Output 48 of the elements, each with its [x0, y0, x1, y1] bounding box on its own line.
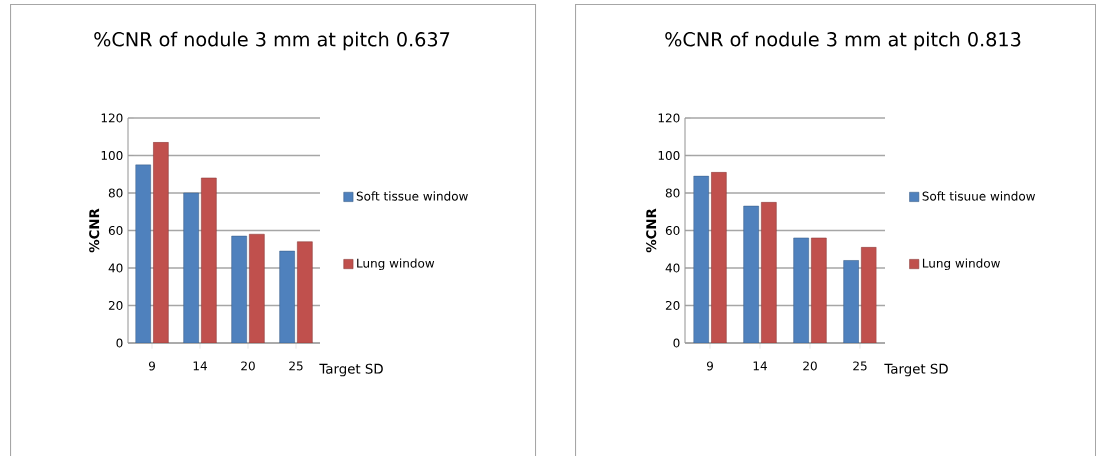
bar	[297, 241, 313, 343]
y-tick-label: 60	[665, 225, 680, 236]
bar	[249, 233, 265, 343]
bar	[711, 172, 727, 343]
y-tick-label: 0	[116, 338, 123, 348]
x-tick-label: 25	[853, 361, 867, 371]
x-axis-title: Target SD	[319, 363, 383, 377]
y-tick-label: 60	[108, 225, 123, 236]
legend-label: Soft tisuue window	[922, 191, 1036, 201]
bar	[693, 175, 709, 343]
bar	[231, 235, 247, 343]
x-tick-label: 25	[289, 361, 303, 371]
y-tick-label: 40	[665, 263, 680, 273]
bar	[183, 192, 199, 343]
legend-label: Lung window	[922, 258, 1000, 271]
y-tick-label: 0	[673, 338, 680, 348]
y-tick-label: 120	[101, 113, 123, 123]
chart-title: %CNR of nodule 3 mm at pitch 0.813	[665, 31, 1021, 51]
bar	[843, 260, 859, 343]
y-tick-label: 40	[108, 263, 123, 273]
y-axis-title: %CNR	[646, 208, 657, 253]
x-tick-label: 20	[241, 361, 255, 371]
bar	[811, 237, 827, 343]
y-tick-label: 20	[665, 300, 680, 311]
y-axis-title: %CNR	[89, 208, 100, 253]
legend-label: Lung window	[357, 258, 435, 271]
bar	[761, 202, 777, 343]
x-tick-label: 20	[803, 361, 817, 371]
bar	[743, 205, 759, 343]
chart-title: %CNR of nodule 3 mm at pitch 0.637	[94, 31, 450, 51]
x-axis-title: Target SD	[884, 363, 948, 377]
y-tick-label: 120	[658, 113, 680, 123]
x-tick-label: 14	[193, 361, 207, 371]
legend-label: Soft tissue window	[356, 191, 468, 201]
bar	[279, 250, 295, 343]
x-tick-label: 9	[706, 361, 713, 371]
bar	[153, 142, 169, 343]
bar	[135, 164, 151, 343]
y-tick-label: 80	[108, 188, 123, 198]
y-tick-label: 100	[101, 150, 123, 161]
y-tick-label: 80	[665, 188, 680, 198]
y-tick-label: 100	[658, 150, 680, 161]
x-tick-label: 9	[148, 361, 155, 371]
bar	[201, 177, 217, 343]
bar	[793, 237, 809, 343]
x-tick-label: 14	[753, 361, 767, 371]
bar	[861, 247, 877, 343]
y-tick-label: 20	[108, 300, 123, 311]
